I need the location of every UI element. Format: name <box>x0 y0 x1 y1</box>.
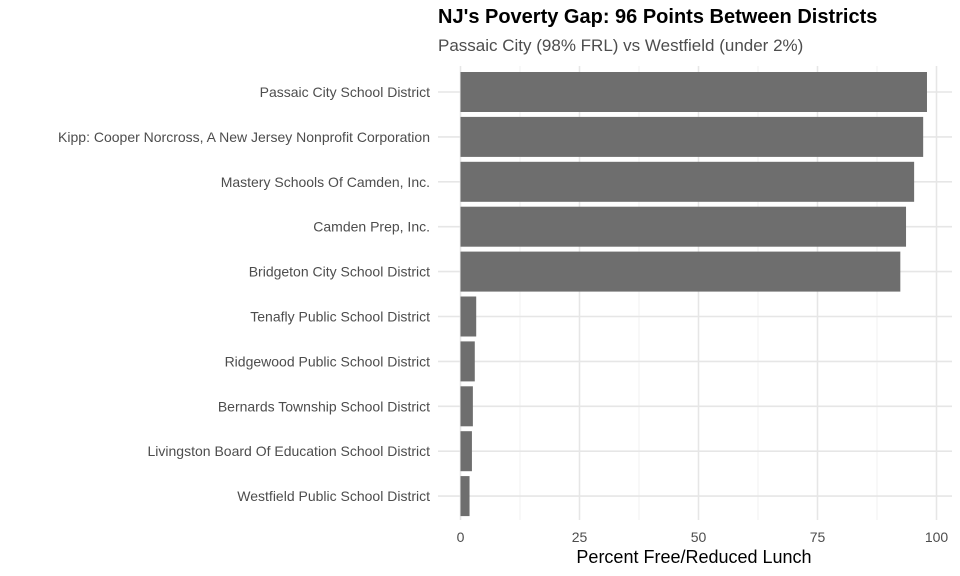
bar <box>460 296 477 337</box>
bar <box>460 161 915 202</box>
bar <box>460 386 473 427</box>
bar <box>460 116 924 157</box>
category-label: Camden Prep, Inc. <box>313 219 430 235</box>
x-tick-label: 0 <box>457 529 465 545</box>
x-tick-label: 75 <box>810 529 826 545</box>
category-label: Ridgewood Public School District <box>225 353 431 369</box>
category-label: Mastery Schools Of Camden, Inc. <box>221 174 430 190</box>
bar <box>460 431 472 472</box>
chart-title: NJ's Poverty Gap: 96 Points Between Dist… <box>438 6 878 28</box>
category-label: Passaic City School District <box>260 84 430 100</box>
category-label: Bernards Township School District <box>218 398 430 414</box>
bar <box>460 206 907 247</box>
x-axis-title: Percent Free/Reduced Lunch <box>576 547 811 567</box>
category-label: Tenafly Public School District <box>250 309 430 325</box>
bar <box>460 476 470 517</box>
category-label: Westfield Public School District <box>237 488 430 504</box>
category-label: Livingston Board Of Education School Dis… <box>148 443 431 459</box>
x-tick-label: 50 <box>691 529 707 545</box>
bar <box>460 341 475 382</box>
category-label: Bridgeton City School District <box>249 264 430 280</box>
x-tick-label: 100 <box>925 529 949 545</box>
chart-subtitle: Passaic City (98% FRL) vs Westfield (und… <box>438 36 804 55</box>
x-tick-label: 25 <box>572 529 588 545</box>
bar <box>460 251 901 292</box>
category-label: Kipp: Cooper Norcross, A New Jersey Nonp… <box>58 129 430 145</box>
bar <box>460 72 927 112</box>
